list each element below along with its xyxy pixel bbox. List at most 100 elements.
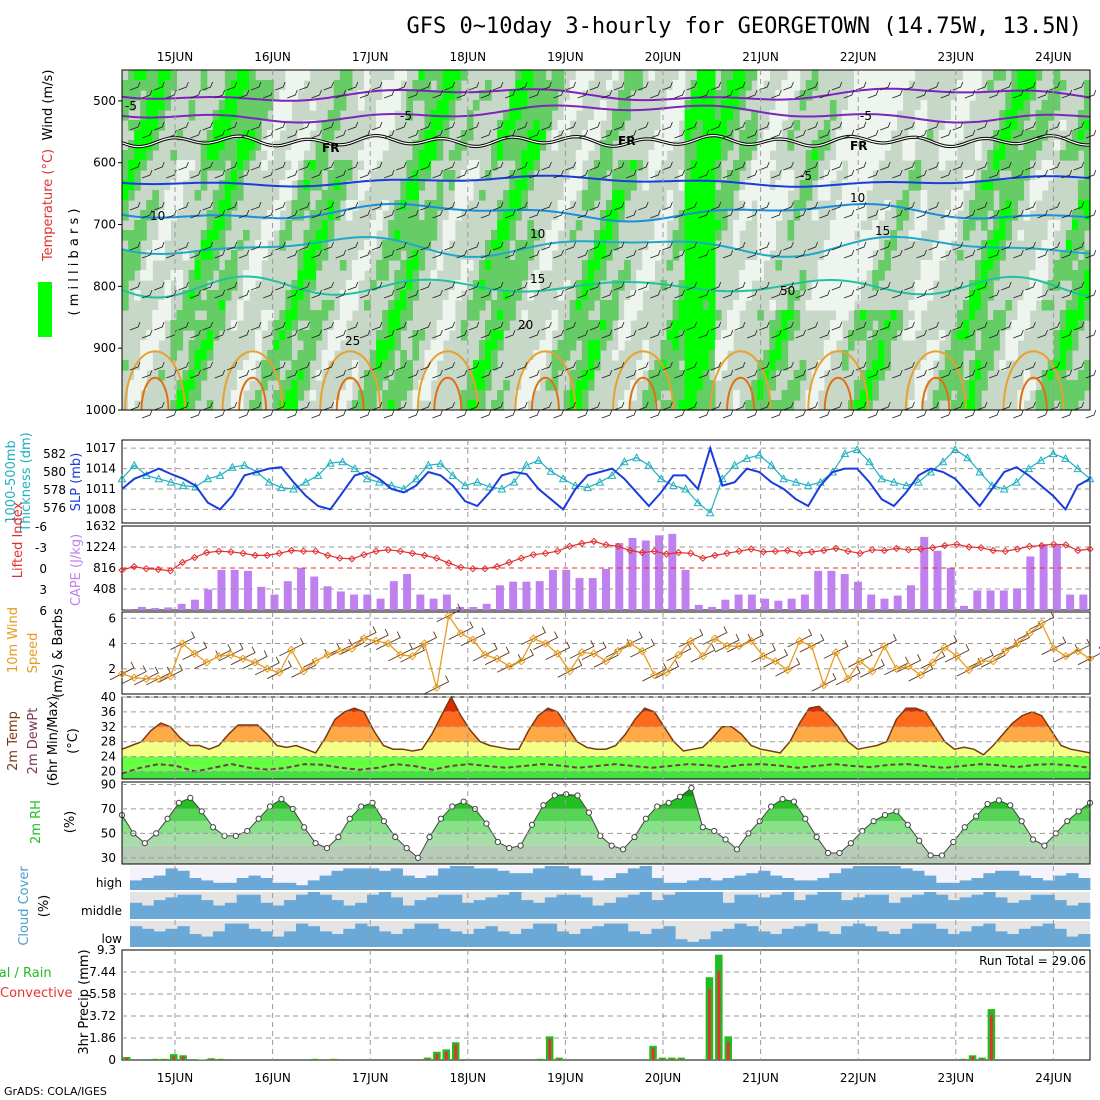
rh-cell [533, 270, 541, 281]
thickness-marker [779, 474, 789, 483]
rh-cell [509, 260, 516, 271]
wind-speed-marker [964, 665, 974, 675]
rh-cell [218, 240, 226, 251]
lifted-index-marker [190, 553, 199, 562]
wind-barb [904, 161, 915, 171]
rh-cell [309, 330, 317, 341]
rh-cell [273, 360, 280, 371]
cloud-bar-low [627, 931, 641, 947]
lifted-index-marker [977, 543, 985, 552]
rh-cell [418, 390, 426, 401]
rh-cell [539, 340, 547, 351]
rh-cell [557, 340, 565, 351]
rh-cell [956, 250, 964, 261]
wind-barb [371, 241, 383, 251]
rh-cell [327, 170, 335, 181]
wind-barb [1001, 321, 1012, 331]
rh-cell [678, 280, 686, 291]
rh-cell [696, 200, 704, 211]
wind-barb [771, 129, 782, 139]
rh-cell [1071, 230, 1079, 241]
rh-cell [866, 390, 873, 401]
rh-cell [690, 350, 698, 361]
wind-barb [396, 81, 407, 91]
wind-speed-marker [408, 651, 417, 661]
rh-cell [769, 240, 776, 251]
cloud-bar-middle [236, 894, 249, 919]
rh-cell [134, 230, 141, 241]
rh-cell [1065, 270, 1073, 281]
rh-cell [539, 90, 547, 101]
wind-barb [504, 249, 516, 259]
rh-cell [751, 180, 758, 191]
temp-contour [416, 350, 479, 411]
rh-cell [666, 130, 674, 141]
rh-cell [975, 350, 982, 361]
wind-barb [553, 169, 564, 179]
rh-cell [164, 100, 171, 111]
wind-barb [275, 161, 286, 171]
rh-cell [430, 270, 438, 281]
cape-tick: 1632 [85, 519, 116, 533]
rh-cell [835, 270, 843, 281]
wind-barb [690, 643, 716, 663]
rh-cell [1077, 200, 1085, 211]
rh-cell [720, 110, 728, 121]
rh-cell [757, 370, 764, 381]
rh-cell [612, 240, 619, 251]
rh-cell [854, 170, 861, 181]
rh-cell [454, 90, 462, 101]
cloud-bar-low [1066, 936, 1079, 947]
wind-speed-marker [371, 636, 381, 646]
rh-cell [612, 230, 619, 241]
rh-cell [327, 200, 335, 211]
rh-cell [152, 70, 159, 81]
rh-cell [751, 270, 758, 281]
rh-cell [660, 350, 668, 361]
rh-cell [357, 180, 365, 191]
wind-speed-marker [420, 639, 429, 648]
wind-barb [722, 209, 734, 219]
rh-cell [956, 400, 964, 411]
panel-frame [121, 69, 1091, 411]
thickness-marker [362, 474, 372, 483]
wind-barb [831, 121, 843, 131]
rh-cell [267, 150, 274, 161]
rh-cell [769, 210, 776, 221]
rh-cell [194, 320, 202, 331]
rh-cell [618, 210, 625, 221]
rh-cell [848, 140, 855, 151]
rh-cell [720, 350, 728, 361]
rh-cell [309, 260, 317, 271]
wind-barb [396, 321, 407, 331]
lifted-index-marker [807, 548, 816, 556]
rh-cell [684, 230, 692, 241]
rh-cell [485, 320, 492, 331]
rh-cell [926, 340, 934, 351]
wind-barb [238, 289, 250, 299]
rh-cell [1053, 280, 1061, 291]
cloud-bar-middle [995, 897, 1008, 919]
rh-cell [279, 350, 286, 361]
rh-cell [236, 70, 244, 81]
rh-cell [956, 110, 964, 121]
wind-barb [468, 241, 480, 251]
wind-barb [819, 369, 831, 379]
rh-cell [872, 280, 879, 291]
rh-cell [763, 400, 770, 411]
wind-barb [916, 169, 927, 179]
rh-cell [1029, 80, 1037, 91]
rh-cell [388, 350, 395, 361]
rh-cell [708, 260, 716, 271]
rh-cell [497, 290, 504, 301]
rh-cell [720, 180, 728, 191]
cloud-bar-low [201, 936, 214, 947]
rh-cell [678, 230, 686, 241]
rh-cell [303, 190, 311, 201]
rh-cell [1083, 370, 1091, 381]
rh-cell [950, 380, 958, 391]
wind-barb [859, 659, 885, 678]
contour-label: 15 [875, 224, 890, 238]
rh-cell [739, 80, 746, 91]
lifted-index-marker [166, 567, 175, 575]
